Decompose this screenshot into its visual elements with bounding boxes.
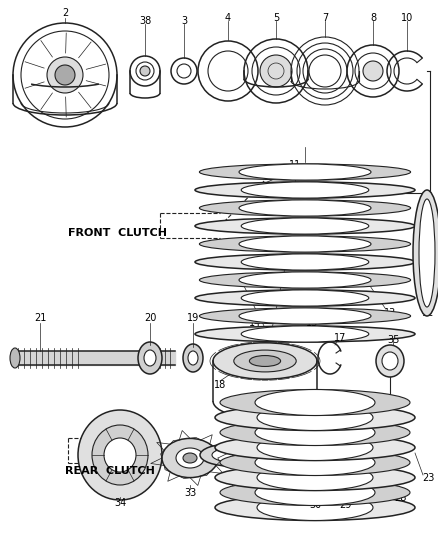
Text: 33: 33 — [184, 488, 196, 498]
Ellipse shape — [257, 495, 373, 521]
Ellipse shape — [241, 254, 369, 270]
Ellipse shape — [183, 453, 197, 463]
Text: 32: 32 — [226, 488, 238, 498]
Text: REAR  CLUTCH: REAR CLUTCH — [65, 466, 155, 476]
Ellipse shape — [215, 495, 415, 521]
Text: 10: 10 — [401, 13, 413, 23]
Ellipse shape — [144, 350, 156, 366]
Ellipse shape — [213, 343, 317, 379]
Ellipse shape — [255, 390, 375, 416]
Ellipse shape — [140, 66, 150, 76]
Ellipse shape — [195, 218, 415, 234]
Ellipse shape — [241, 326, 369, 342]
Ellipse shape — [138, 342, 162, 374]
Ellipse shape — [233, 445, 293, 465]
Ellipse shape — [188, 351, 198, 365]
Ellipse shape — [220, 480, 410, 505]
Ellipse shape — [176, 448, 204, 468]
Text: 12: 12 — [422, 308, 434, 318]
Text: 19: 19 — [187, 313, 199, 323]
Ellipse shape — [183, 344, 203, 372]
Ellipse shape — [212, 448, 252, 462]
Text: 15: 15 — [306, 318, 318, 328]
Ellipse shape — [244, 448, 282, 462]
Ellipse shape — [255, 449, 375, 475]
Ellipse shape — [413, 190, 438, 316]
Text: 20: 20 — [144, 313, 156, 323]
Text: FRONT  CLUTCH: FRONT CLUTCH — [68, 228, 167, 238]
Ellipse shape — [382, 352, 398, 370]
Text: 3: 3 — [181, 16, 187, 26]
Text: 17: 17 — [334, 333, 346, 343]
Ellipse shape — [199, 308, 410, 324]
Text: 11: 11 — [289, 160, 301, 170]
Text: 5: 5 — [273, 13, 279, 23]
Ellipse shape — [255, 419, 375, 446]
Text: 13: 13 — [384, 308, 396, 318]
Text: 30: 30 — [309, 500, 321, 510]
Ellipse shape — [249, 356, 281, 367]
Ellipse shape — [239, 308, 371, 324]
Ellipse shape — [162, 439, 218, 478]
Ellipse shape — [55, 65, 75, 85]
Text: 38: 38 — [139, 16, 151, 26]
Text: 18: 18 — [214, 380, 226, 390]
Text: 8: 8 — [370, 13, 376, 23]
Ellipse shape — [199, 272, 410, 288]
Text: 4: 4 — [225, 13, 231, 23]
Ellipse shape — [199, 164, 410, 180]
Text: 35: 35 — [387, 335, 399, 345]
Ellipse shape — [104, 438, 136, 472]
Ellipse shape — [241, 218, 369, 234]
Text: 2: 2 — [62, 8, 68, 18]
Ellipse shape — [419, 199, 435, 307]
Ellipse shape — [195, 326, 415, 342]
Text: 14: 14 — [249, 318, 261, 328]
Text: 28: 28 — [394, 493, 406, 503]
Ellipse shape — [255, 480, 375, 505]
Ellipse shape — [215, 434, 415, 461]
Ellipse shape — [195, 182, 415, 198]
Ellipse shape — [239, 272, 371, 288]
Ellipse shape — [376, 345, 404, 377]
Ellipse shape — [199, 236, 410, 252]
Text: 23: 23 — [422, 473, 434, 483]
Ellipse shape — [220, 419, 410, 446]
Text: 34: 34 — [114, 498, 126, 508]
Text: 7: 7 — [322, 13, 328, 23]
Text: 29: 29 — [339, 500, 351, 510]
Ellipse shape — [239, 200, 371, 216]
Ellipse shape — [195, 290, 415, 306]
Text: 22: 22 — [352, 400, 364, 410]
Ellipse shape — [220, 390, 410, 416]
Ellipse shape — [257, 464, 373, 490]
Ellipse shape — [215, 405, 415, 431]
Ellipse shape — [257, 405, 373, 431]
Ellipse shape — [10, 348, 20, 368]
Ellipse shape — [241, 182, 369, 198]
Ellipse shape — [92, 425, 148, 485]
Ellipse shape — [199, 200, 410, 216]
Ellipse shape — [78, 410, 162, 500]
Ellipse shape — [220, 449, 410, 475]
Ellipse shape — [47, 57, 83, 93]
Ellipse shape — [257, 434, 373, 461]
Ellipse shape — [234, 350, 296, 372]
Text: 31: 31 — [257, 488, 269, 498]
Ellipse shape — [241, 290, 369, 306]
Ellipse shape — [363, 61, 383, 81]
Ellipse shape — [260, 55, 292, 87]
Ellipse shape — [215, 464, 415, 490]
Ellipse shape — [239, 236, 371, 252]
Ellipse shape — [239, 164, 371, 180]
Text: 21: 21 — [34, 313, 46, 323]
Ellipse shape — [200, 444, 264, 466]
Ellipse shape — [195, 254, 415, 270]
